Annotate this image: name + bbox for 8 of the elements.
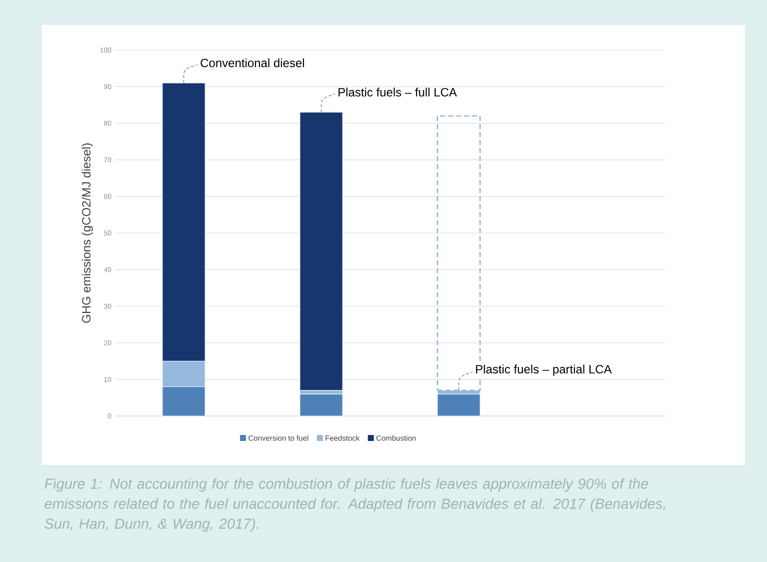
caption: Figure 1: Not accounting for the combustion of plastic fuels leaves approximately 90% of the emissions related to the fuel unaccounted for. Adapted from Benavides et al. 2017 (Benavides, Sun, Han, Dunn, & Wang, 2017). bbox=[44, 478, 665, 532]
bar bbox=[437, 394, 480, 416]
annotation: Plastic fuels – full LCA bbox=[338, 88, 457, 96]
bar bbox=[300, 394, 343, 416]
annotation: Conventional diesel bbox=[200, 58, 304, 68]
annotation: Plastic fuels – partial LCA bbox=[476, 364, 612, 376]
bar bbox=[300, 112, 343, 391]
y-axis-title: GHG emissions (gCO2/MJ diesel) bbox=[82, 143, 93, 323]
